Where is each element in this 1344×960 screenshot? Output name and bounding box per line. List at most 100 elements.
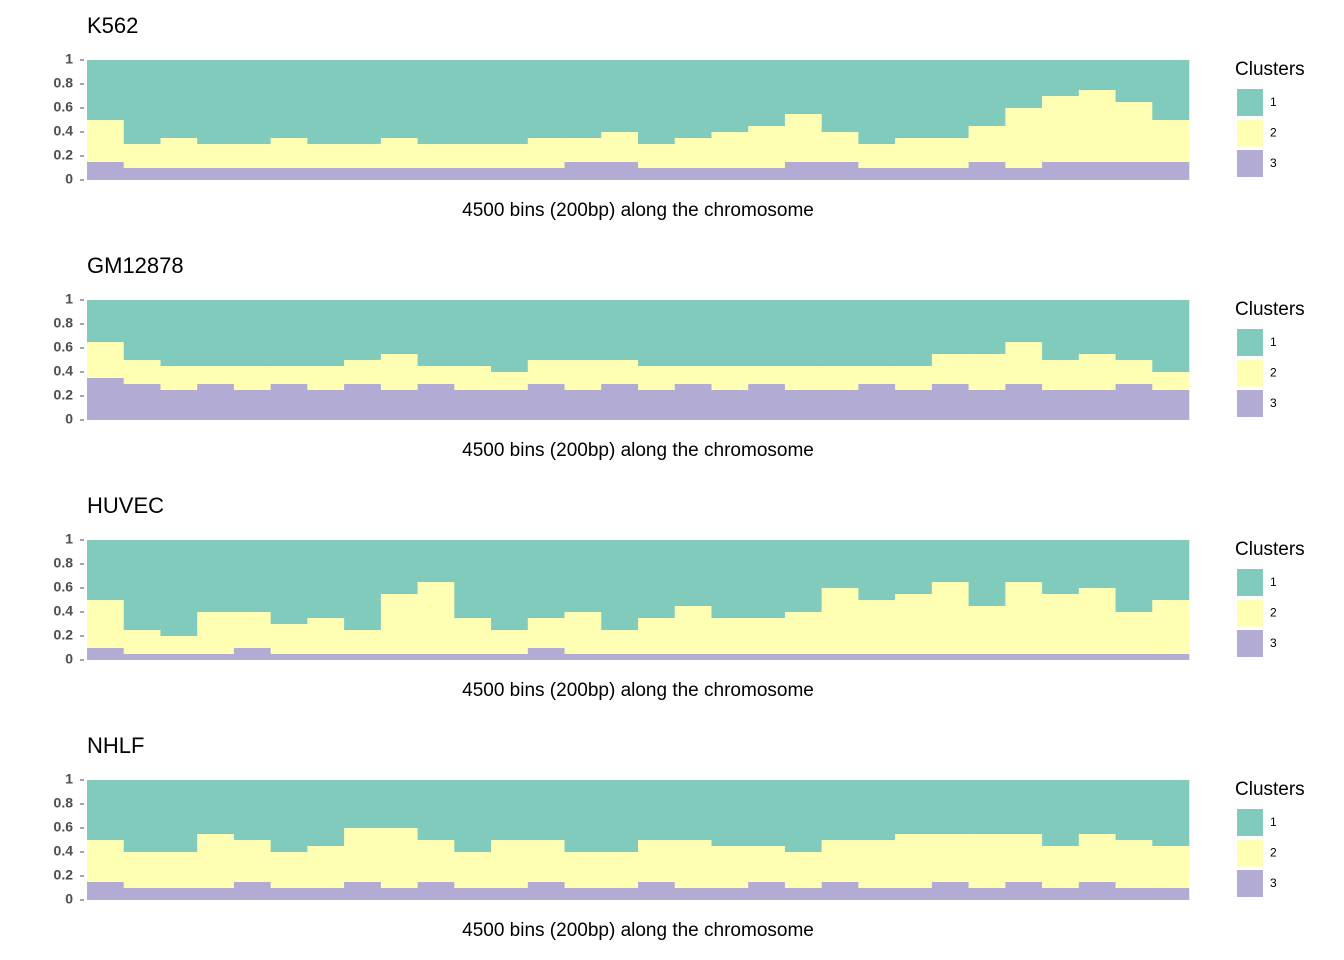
bar-segment	[344, 780, 382, 828]
bar-segment	[638, 300, 676, 366]
bar-segment	[1005, 654, 1043, 660]
bar-segment	[1115, 360, 1153, 384]
bar-segment	[931, 582, 969, 654]
bar-segment	[674, 606, 712, 654]
bar-segment	[638, 60, 676, 144]
bar-segment	[601, 654, 639, 660]
bar-segment	[233, 168, 271, 180]
bar-segment	[160, 60, 198, 138]
bar-segment	[674, 840, 712, 888]
bar-segment	[931, 780, 969, 834]
bar-segment	[638, 882, 676, 900]
y-tick-label: 0.8	[54, 315, 74, 331]
bar-segment	[160, 390, 198, 420]
bar-segment	[1042, 780, 1080, 846]
bar-segment	[895, 594, 933, 654]
legend-key	[1237, 150, 1263, 177]
x-axis-label: 4500 bins (200bp) along the chromosome	[462, 680, 814, 701]
bar-segment	[931, 354, 969, 384]
bar-segment	[1042, 360, 1080, 390]
bar-segment	[527, 618, 565, 648]
bar-segment	[454, 618, 492, 654]
panel-title: HUVEC	[87, 493, 164, 518]
bar-segment	[674, 780, 712, 840]
bar-segment	[784, 162, 822, 180]
bar-segment	[1152, 162, 1190, 180]
y-tick-label: 0.8	[54, 555, 74, 571]
bar-segment	[160, 636, 198, 654]
bar-segment	[160, 366, 198, 390]
bar-segment	[233, 612, 271, 648]
bar-segment	[123, 852, 161, 888]
y-tick-label: 0.8	[54, 75, 74, 91]
bar-segment	[895, 390, 933, 420]
bar-segment	[1005, 384, 1043, 420]
bar-segment	[454, 366, 492, 390]
bar-segment	[748, 168, 786, 180]
bar-segment	[968, 300, 1006, 354]
bar-segment	[380, 300, 418, 354]
bar-segment	[454, 60, 492, 144]
bar-segment	[711, 60, 749, 132]
bar-segment	[380, 60, 418, 138]
bar-segment	[784, 888, 822, 900]
bar-segment	[454, 540, 492, 618]
bar-segment	[601, 630, 639, 654]
legend-label: 1	[1270, 575, 1277, 589]
bar-segment	[417, 366, 455, 384]
bar-segment	[417, 582, 455, 654]
bar-segment	[160, 852, 198, 888]
bar-segment	[601, 162, 639, 180]
legend-key	[1237, 89, 1263, 116]
bar-segment	[711, 618, 749, 654]
bar-segment	[197, 654, 235, 660]
bar-segment	[233, 60, 271, 144]
bar-segment	[895, 300, 933, 366]
bar-segment	[1152, 654, 1190, 660]
bar-segment	[711, 132, 749, 168]
legend-label: 1	[1270, 815, 1277, 829]
bar-segment	[527, 60, 565, 138]
bar-segment	[123, 654, 161, 660]
bar-segment	[87, 882, 125, 900]
bar-segment	[1115, 780, 1153, 840]
bar-segment	[417, 780, 455, 840]
bar-segment	[417, 144, 455, 168]
bar-segment	[197, 540, 235, 612]
panel-title: GM12878	[87, 253, 184, 278]
bar-segment	[748, 654, 786, 660]
bar-segment	[821, 540, 859, 588]
bar-segment	[1078, 834, 1116, 882]
y-tick-label: 0.2	[54, 627, 74, 643]
bar-segment	[564, 390, 602, 420]
legend-key	[1237, 839, 1263, 867]
bar-segment	[307, 780, 345, 846]
bar-segment	[491, 390, 529, 420]
bar-segment	[968, 654, 1006, 660]
bar-segment	[895, 654, 933, 660]
bar-segment	[1005, 780, 1043, 834]
bar-segment	[344, 540, 382, 630]
bar-segment	[454, 168, 492, 180]
legend-label: 3	[1270, 636, 1277, 650]
y-tick-label: 0	[65, 891, 73, 907]
bar-segment	[160, 540, 198, 636]
bar-segment	[1152, 372, 1190, 390]
bar-segment	[601, 888, 639, 900]
bar-segment	[748, 366, 786, 384]
bar-segment	[380, 780, 418, 828]
bar-segment	[968, 60, 1006, 126]
bar-segment	[233, 540, 271, 612]
bar-segment	[454, 654, 492, 660]
bar-segment	[307, 366, 345, 390]
bar-segment	[931, 882, 969, 900]
bar-segment	[748, 126, 786, 168]
bar-segment	[895, 780, 933, 834]
bar-segment	[307, 144, 345, 168]
bar-segment	[564, 60, 602, 138]
bar-segment	[711, 888, 749, 900]
bar-segment	[638, 618, 676, 654]
bar-segment	[858, 366, 896, 384]
bar-segment	[968, 162, 1006, 180]
